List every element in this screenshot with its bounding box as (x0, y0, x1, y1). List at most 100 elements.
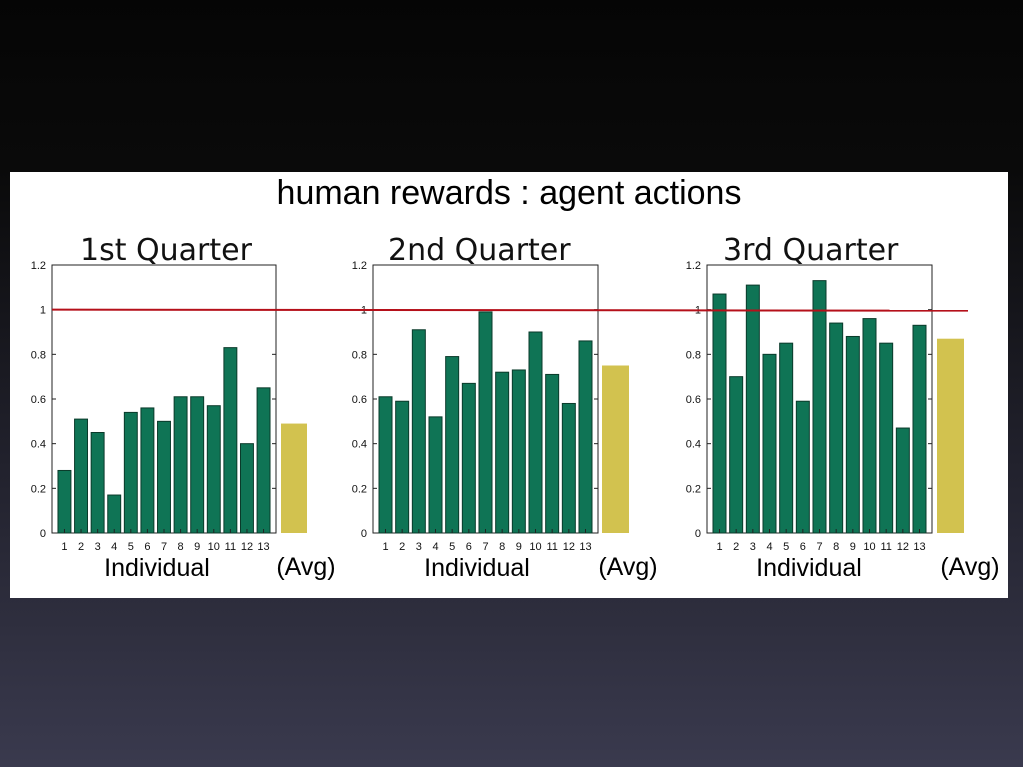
x-tick-label: 13 (257, 541, 269, 553)
x-tick-label: 3 (416, 541, 422, 553)
individual-bar (729, 376, 744, 534)
individual-bar (256, 387, 271, 534)
individual-bar (812, 280, 827, 534)
y-tick-label: 0 (361, 528, 367, 540)
y-tick-label: 0.2 (352, 483, 367, 495)
avg-label: (Avg) (598, 553, 657, 581)
individual-bar (411, 329, 426, 534)
individual-bar (428, 416, 443, 534)
average-bar (602, 365, 629, 533)
x-tick-label: 11 (225, 541, 236, 553)
x-tick-label: 5 (783, 541, 789, 553)
y-tick-label: 1.2 (31, 260, 46, 272)
individual-bar (561, 402, 576, 534)
x-tick-label: 6 (466, 541, 472, 553)
individual-bar (395, 400, 410, 534)
x-tick-label: 12 (563, 541, 575, 553)
x-tick-label: 13 (579, 541, 591, 553)
individual-bar (779, 342, 794, 534)
individual-bar (190, 396, 205, 534)
individual-bar (795, 400, 810, 534)
x-tick-label: 10 (529, 541, 541, 553)
individual-bar (445, 356, 460, 534)
individual-bar (123, 411, 138, 534)
y-tick-label: 0.4 (352, 439, 367, 451)
y-tick-label: 0.6 (352, 394, 367, 406)
x-tick-label: 3 (95, 541, 101, 553)
individual-bar (173, 396, 188, 534)
x-tick-label: 11 (880, 541, 891, 553)
y-tick-label: 0 (695, 528, 701, 540)
y-tick-label: 0.8 (352, 349, 367, 361)
individual-bar (745, 284, 760, 534)
quarter-title: 1st Quarter (80, 233, 253, 268)
individual-bar (528, 331, 543, 534)
x-tick-label: 10 (208, 541, 220, 553)
x-tick-label: 4 (432, 541, 438, 553)
x-tick-label: 5 (449, 541, 455, 553)
x-axis-label: Individual (104, 554, 210, 582)
y-tick-label: 0.6 (686, 394, 701, 406)
x-tick-label: 1 (61, 541, 67, 553)
x-tick-label: 4 (766, 541, 772, 553)
y-tick-label: 1.2 (686, 260, 701, 272)
x-tick-label: 11 (546, 541, 557, 553)
main-title: human rewards : agent actions (276, 174, 742, 212)
individual-bar (912, 324, 927, 534)
y-tick-label: 0.4 (31, 439, 46, 451)
y-tick-label: 0.8 (686, 349, 701, 361)
x-tick-label: 9 (850, 541, 856, 553)
x-tick-label: 9 (516, 541, 522, 553)
individual-bar (895, 427, 910, 534)
y-tick-label: 0.2 (686, 483, 701, 495)
individual-bar (712, 293, 727, 534)
x-tick-label: 6 (144, 541, 150, 553)
x-axis-label: Individual (756, 554, 862, 582)
individual-bar (157, 420, 171, 534)
x-axis-label: Individual (424, 554, 530, 582)
individual-bar (57, 469, 72, 534)
x-tick-label: 2 (78, 541, 84, 553)
individual-bar (107, 494, 122, 534)
individual-bar (762, 353, 777, 534)
individual-bar (239, 443, 254, 534)
x-tick-label: 7 (816, 541, 822, 553)
individual-bar (90, 432, 105, 534)
chart-panel: human rewards : agent actions 1st Quarte… (10, 172, 1008, 598)
y-tick-label: 1 (40, 305, 46, 317)
individual-bar (845, 335, 860, 534)
individual-bar (829, 322, 844, 534)
x-tick-label: 6 (800, 541, 806, 553)
x-tick-label: 13 (913, 541, 925, 553)
average-bar (281, 423, 307, 533)
x-tick-label: 10 (863, 541, 875, 553)
individual-bar (511, 369, 526, 534)
x-tick-label: 2 (733, 541, 739, 553)
average-bar (937, 338, 964, 533)
x-tick-label: 12 (897, 541, 909, 553)
reference-line (51, 308, 969, 312)
individual-bar (140, 407, 155, 534)
x-tick-label: 3 (750, 541, 756, 553)
quarter-title: 3rd Quarter (723, 233, 899, 268)
quarter-title: 2nd Quarter (388, 233, 571, 268)
individual-bar (862, 318, 877, 534)
individual-bar (545, 373, 560, 534)
x-tick-label: 8 (499, 541, 505, 553)
individual-bar (378, 396, 393, 534)
x-tick-label: 1 (382, 541, 388, 553)
individual-bar (223, 347, 238, 534)
individual-bar (478, 311, 493, 534)
individual-bar (879, 342, 894, 534)
avg-label: (Avg) (940, 553, 999, 581)
individual-bar (578, 340, 593, 534)
x-tick-label: 7 (482, 541, 488, 553)
individual-bar (74, 418, 89, 534)
x-tick-label: 7 (161, 541, 167, 553)
x-tick-label: 5 (128, 541, 134, 553)
individual-bar (495, 371, 510, 534)
x-tick-label: 9 (194, 541, 200, 553)
y-tick-label: 0 (40, 528, 46, 540)
x-tick-label: 1 (716, 541, 722, 553)
y-tick-label: 0.2 (31, 483, 46, 495)
